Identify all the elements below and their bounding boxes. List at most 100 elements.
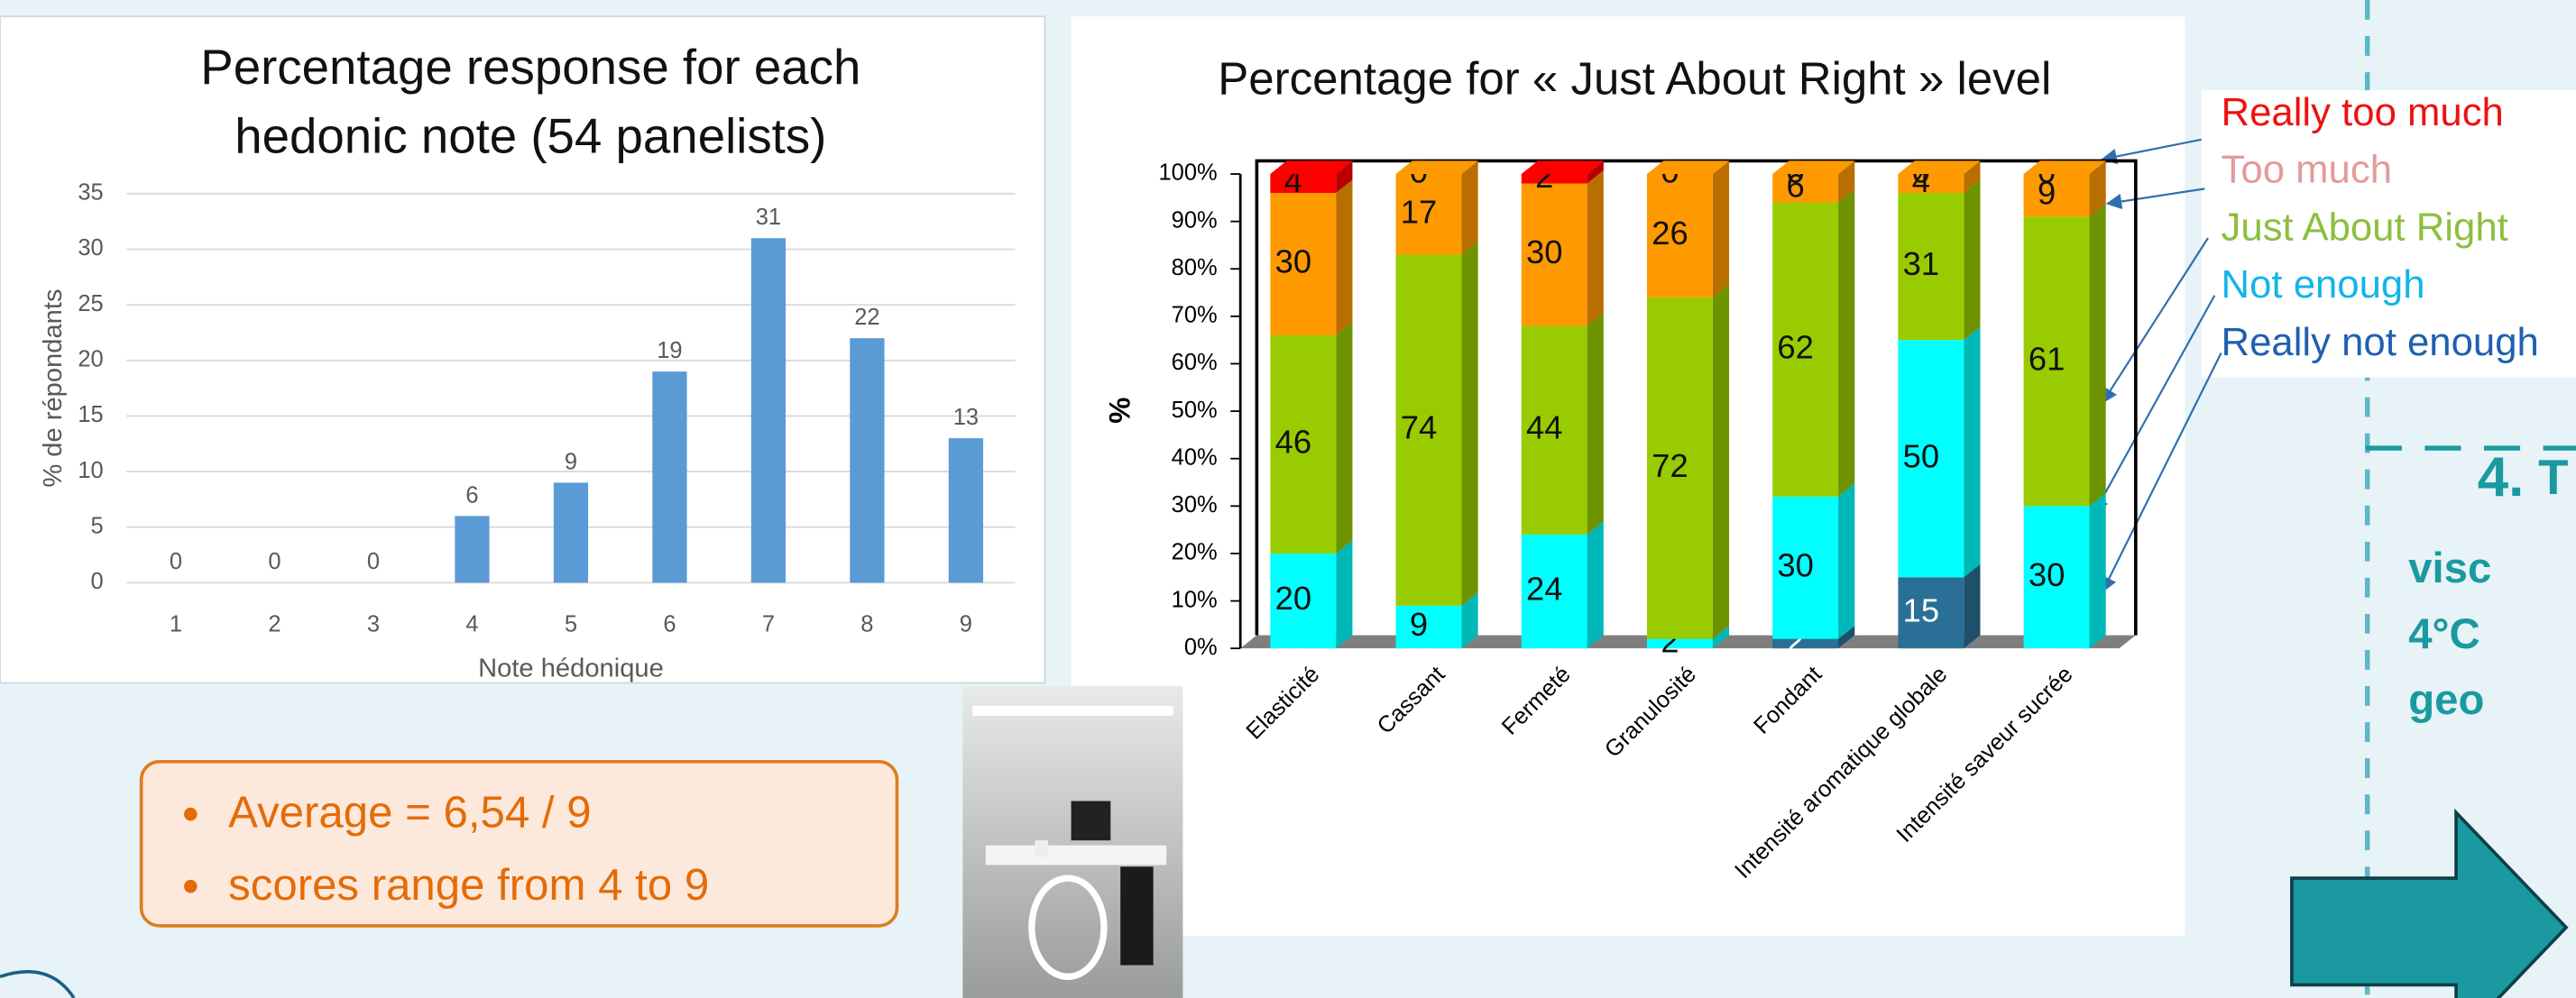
y-tick-label: 60%: [1172, 350, 1218, 375]
value-label: 0: [367, 549, 380, 574]
y-tick-label: 30: [78, 235, 103, 261]
value-label: 74: [1401, 409, 1438, 446]
y-tick-label: 50%: [1172, 398, 1218, 423]
y-tick-label: 20%: [1172, 540, 1218, 565]
arrow: [2290, 808, 2569, 998]
bar-side-shade: [1712, 284, 1730, 639]
bar-side-shade: [1964, 563, 1981, 649]
side-text: 4°C: [2408, 610, 2479, 658]
bar-segment: [1646, 297, 1713, 639]
x-tick-label: 2: [268, 611, 281, 636]
value-label: 30: [2029, 556, 2065, 593]
bar-segment: [1521, 325, 1587, 535]
side-text: visc: [2408, 545, 2491, 592]
value-label: 26: [1651, 215, 1688, 252]
bar-side: [1838, 160, 1855, 203]
chart2-panel: [1071, 16, 2185, 936]
value-label: 6: [1787, 167, 1805, 204]
value-label: 22: [854, 305, 879, 330]
x-tick-label: 3: [367, 611, 380, 636]
bar-side-shade: [1838, 160, 1855, 203]
bar-segment: [2023, 216, 2090, 507]
note: Average = 6,54 / 9: [222, 776, 896, 848]
value-label: 30: [1275, 243, 1312, 280]
value-label: 6: [465, 482, 478, 508]
legend-label: Just About Right: [2222, 205, 2508, 249]
y-tick-label: 35: [78, 180, 103, 206]
bar-segment: [2023, 506, 2090, 649]
y-tick-label: 40%: [1172, 444, 1218, 470]
bar-segment: [1270, 334, 1337, 554]
bar-side: [2089, 492, 2106, 649]
bar-segment: [1772, 202, 1839, 497]
bar: [652, 371, 687, 583]
bar-side-shade: [1461, 241, 1478, 606]
bar-side: [1587, 312, 1604, 535]
value-label: 15: [1903, 591, 1940, 628]
bar: [850, 338, 885, 583]
photo: [962, 686, 1183, 998]
bar-side: [2089, 203, 2106, 507]
decor-curve: [0, 970, 76, 998]
bar-side: [1838, 483, 1855, 639]
bar-side-shade: [1964, 326, 1981, 578]
bar-top: [1772, 160, 1855, 174]
legend-label: Really not enough: [2222, 320, 2539, 364]
bar-side-shade: [1587, 160, 1604, 184]
y-tick-label: 30%: [1172, 492, 1218, 517]
bar-side-shade: [1587, 169, 1604, 326]
bar-side: [1461, 592, 1478, 649]
value-label: 61: [2029, 340, 2065, 377]
value-label: 50: [1903, 437, 1940, 474]
bar-segment: [1395, 173, 1462, 255]
bar-segment: [1898, 577, 1964, 649]
x-tick-label: 9: [960, 611, 972, 636]
x-tick-label: 4: [465, 611, 478, 636]
bar-side: [1336, 322, 1353, 554]
bar-segment: [1395, 254, 1462, 606]
bar: [948, 438, 984, 583]
value-label: 44: [1526, 409, 1563, 446]
bar: [455, 516, 490, 583]
bar-top: [1521, 160, 1604, 174]
value-label: 0: [268, 549, 281, 574]
bar-side: [1964, 326, 1981, 578]
bar-top: [1646, 160, 1730, 174]
bar-side: [1587, 160, 1604, 184]
legend-arrows: [2093, 138, 2222, 593]
x-tick-label: 1: [170, 611, 182, 636]
x-tick-label: 7: [762, 611, 775, 636]
bar-segment: [1270, 193, 1337, 335]
value-label: 0: [170, 549, 182, 574]
value-label: 31: [1903, 245, 1940, 282]
bar-segment: [1646, 173, 1713, 298]
bar-segment: [1521, 183, 1587, 326]
y-tick-label: 25: [78, 291, 103, 316]
bar-side-shade: [1964, 160, 1981, 194]
note: scores range from 4 to 9: [222, 848, 896, 920]
value-label: 30: [1777, 546, 1814, 583]
legend-label: Not enough: [2222, 262, 2425, 307]
bar-side: [1336, 160, 1353, 194]
chart-title: Percentage response for each hedonic not…: [200, 41, 861, 165]
value-label: 17: [1401, 193, 1438, 230]
bar-side-shade: [2089, 492, 2106, 649]
bar-side-shade: [1461, 592, 1478, 649]
bar-side-shade: [1587, 312, 1604, 535]
value-label: 30: [1526, 233, 1563, 270]
value-label: 24: [1526, 571, 1563, 608]
bar-side-shade: [1838, 483, 1855, 639]
y-tick-label: 0%: [1184, 635, 1218, 660]
bar-side-shade: [2089, 160, 2106, 217]
y-tick-label: 80%: [1172, 255, 1218, 280]
value-label: 46: [1275, 424, 1312, 461]
bar-side-shade: [1838, 626, 1855, 649]
bar-side-shade: [1336, 322, 1353, 554]
legend-label: Too much: [2222, 148, 2392, 192]
x-tick-label: 5: [565, 611, 577, 636]
legend-label: Really too much: [2222, 90, 2504, 134]
bar: [553, 482, 589, 583]
bar-segment: [1521, 534, 1587, 649]
bar-side-shade: [1712, 160, 1730, 298]
value-label: 19: [657, 338, 682, 363]
